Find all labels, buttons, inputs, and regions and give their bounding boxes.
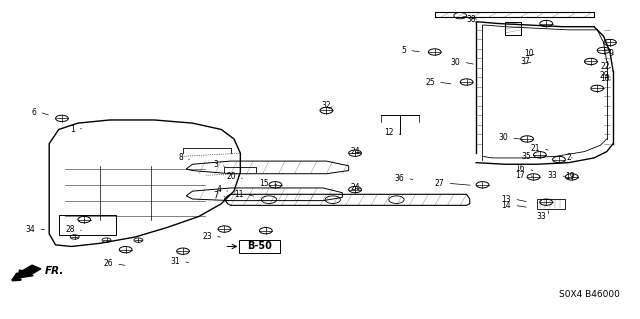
- Bar: [59, 215, 116, 235]
- Text: 30: 30: [451, 58, 460, 67]
- Text: 8: 8: [179, 153, 183, 162]
- Text: 33: 33: [547, 171, 557, 180]
- Text: 33: 33: [536, 212, 546, 221]
- Text: 37: 37: [520, 57, 531, 66]
- Text: 3: 3: [213, 160, 218, 169]
- Text: 34: 34: [26, 225, 35, 234]
- Text: 32: 32: [322, 101, 332, 110]
- Text: 31: 31: [170, 257, 180, 266]
- Bar: [537, 199, 565, 209]
- Text: 35: 35: [522, 152, 532, 161]
- Text: 38: 38: [467, 15, 476, 24]
- Text: 29: 29: [599, 71, 609, 80]
- Text: 6: 6: [31, 108, 36, 116]
- Text: 12: 12: [384, 128, 394, 137]
- Text: 21: 21: [531, 144, 540, 153]
- Text: 1: 1: [70, 125, 75, 134]
- Text: 11: 11: [234, 190, 244, 199]
- Text: 9: 9: [608, 49, 613, 58]
- Text: 28: 28: [65, 225, 75, 234]
- Text: 26: 26: [103, 259, 113, 268]
- Text: 24: 24: [351, 183, 360, 192]
- Text: 36: 36: [394, 174, 404, 183]
- Text: 18: 18: [600, 74, 610, 83]
- Text: 17: 17: [516, 171, 525, 180]
- Text: 10: 10: [524, 49, 534, 58]
- Text: 4: 4: [216, 185, 221, 194]
- Text: 22: 22: [600, 62, 610, 71]
- Text: 30: 30: [498, 133, 508, 143]
- Text: S0X4 B46000: S0X4 B46000: [559, 290, 620, 299]
- Text: 24: 24: [351, 147, 360, 156]
- Text: 16: 16: [516, 165, 525, 174]
- Text: FR.: FR.: [45, 266, 64, 276]
- Text: B-50: B-50: [247, 241, 272, 251]
- Text: 14: 14: [502, 201, 511, 210]
- Text: 23: 23: [202, 232, 212, 241]
- Text: 13: 13: [502, 195, 511, 204]
- Text: 27: 27: [435, 179, 444, 188]
- Text: 15: 15: [259, 179, 269, 188]
- Text: 5: 5: [401, 46, 406, 55]
- Text: 2: 2: [567, 153, 572, 162]
- Text: 20: 20: [227, 172, 236, 182]
- Text: 19: 19: [565, 172, 575, 182]
- FancyArrow shape: [17, 265, 41, 278]
- Text: 7: 7: [213, 191, 218, 200]
- Text: 25: 25: [425, 78, 435, 86]
